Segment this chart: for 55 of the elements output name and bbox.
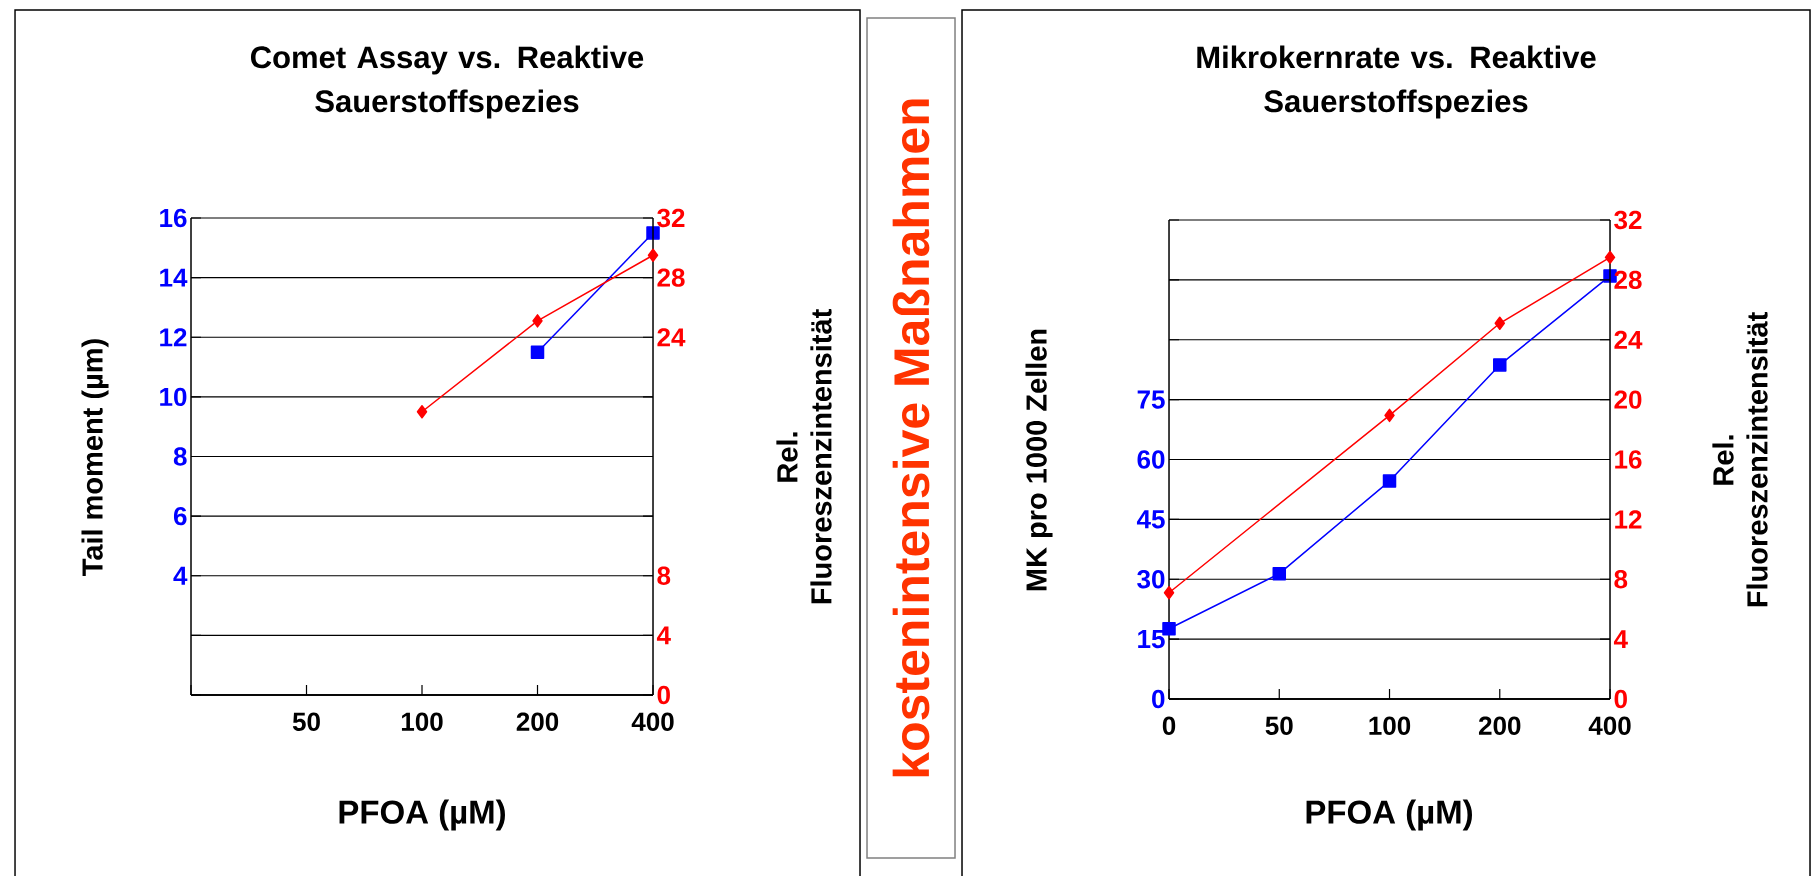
y2-tick-label: 32: [1614, 210, 1642, 230]
y2-tick-label: 8: [1614, 570, 1628, 589]
y2-tick-label: 28: [1614, 270, 1642, 290]
y2-tick-label: 4: [1613, 630, 1628, 649]
point: [1163, 585, 1175, 600]
y-tick-label: 60: [1137, 450, 1165, 469]
x-tick-label: 100: [1369, 716, 1411, 735]
point: [416, 405, 428, 419]
x-tick-label: 400: [631, 712, 674, 731]
x-tick-label: 200: [1478, 716, 1521, 735]
y2-tick-label: 0: [1614, 689, 1627, 709]
y2-tick-label: 28: [657, 268, 685, 287]
x-tick-label: 400: [1588, 716, 1631, 735]
y-tick-label: 45: [1136, 510, 1165, 529]
y-tick-label: 12: [160, 328, 187, 347]
y-tick-label: 4: [173, 566, 188, 585]
y-tick-label: 15: [1138, 630, 1165, 649]
y-tick-label: 75: [1137, 390, 1165, 409]
text: kostenintensive Maßnahmen: [892, 99, 930, 777]
point: [1493, 358, 1507, 372]
y2-tick-label: 32: [657, 208, 685, 228]
y2-tick-label: 16: [1615, 450, 1642, 469]
y-tick-label: 0: [1152, 689, 1165, 709]
y2-tick-label: 0: [657, 685, 670, 705]
y-tick-label: 14: [160, 268, 188, 287]
x-axis-title: PFOA (µM): [1306, 799, 1473, 831]
point: [1384, 408, 1395, 423]
y-axis-title: MK pro 1000 Zellen: [1025, 329, 1053, 591]
y2-axis-title: Rel. Fluoreszenzintensität: [1712, 312, 1768, 607]
point: [532, 314, 543, 328]
x-tick-label: 50: [1265, 716, 1293, 735]
y2-tick-label: 24: [1614, 330, 1643, 349]
y-tick-label: 8: [173, 447, 187, 466]
x-tick-label: 50: [292, 712, 320, 731]
x-tick-label: 100: [401, 712, 443, 731]
y-tick-label: 16: [160, 208, 187, 228]
x-tick-label: 200: [516, 712, 559, 731]
y-axis-title: Tail moment (µm): [81, 339, 109, 576]
chart-title: Mikrokernrate vs. Reaktive Sauerstoffspezies: [1197, 45, 1596, 119]
point: [1272, 566, 1287, 581]
point: [1604, 250, 1616, 265]
chart-title: Comet Assay vs. Reaktive Sauerstoffspezies: [250, 45, 644, 119]
y2-tick-label: 4: [656, 626, 671, 645]
x-axis-title: PFOA (µM): [339, 799, 505, 831]
y2-tick-label: 24: [657, 328, 686, 347]
y2-tick-label: 8: [657, 566, 671, 585]
y2-tick-label: 12: [1615, 510, 1642, 529]
y2-tick-label: 20: [1614, 390, 1642, 409]
point: [647, 248, 659, 263]
point: [1382, 474, 1397, 488]
y-tick-label: 10: [160, 387, 187, 407]
y-tick-label: 30: [1137, 570, 1165, 589]
y-tick-label: 6: [173, 506, 187, 526]
point: [1494, 316, 1506, 331]
y2-axis-title: Rel. Fluoreszenzintensität: [776, 309, 832, 604]
